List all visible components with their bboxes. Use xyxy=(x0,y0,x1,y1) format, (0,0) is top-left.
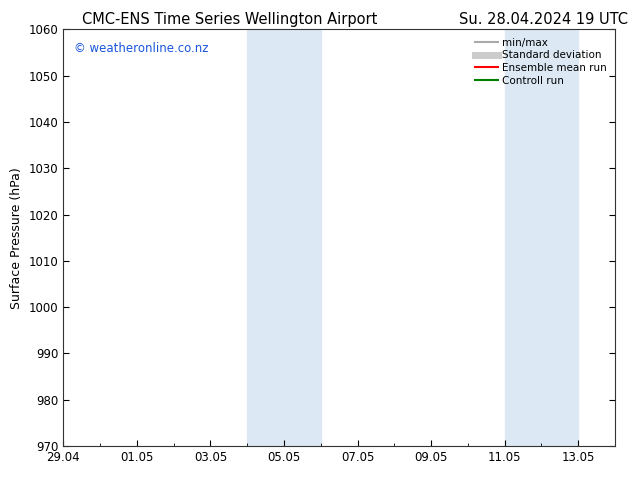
Legend: min/max, Standard deviation, Ensemble mean run, Controll run: min/max, Standard deviation, Ensemble me… xyxy=(470,34,611,90)
Text: © weatheronline.co.nz: © weatheronline.co.nz xyxy=(74,42,209,55)
Text: CMC-ENS Time Series Wellington Airport: CMC-ENS Time Series Wellington Airport xyxy=(82,12,378,27)
Bar xyxy=(247,29,321,446)
Text: Su. 28.04.2024 19 UTC: Su. 28.04.2024 19 UTC xyxy=(458,12,628,27)
Y-axis label: Surface Pressure (hPa): Surface Pressure (hPa) xyxy=(10,167,23,309)
Bar xyxy=(505,29,578,446)
